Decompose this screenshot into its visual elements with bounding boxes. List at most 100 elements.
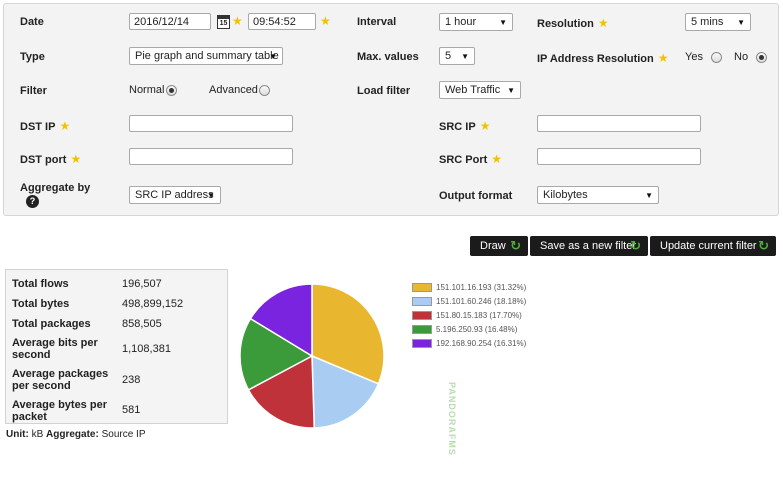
output-format-select[interactable]: Kilobytes ▼ bbox=[537, 186, 659, 204]
interval-label: Interval bbox=[357, 16, 397, 28]
filter-normal-label: Normal bbox=[129, 84, 165, 96]
chevron-down-icon: ▼ bbox=[737, 18, 745, 27]
legend-swatch bbox=[412, 311, 432, 320]
resolution-value: 5 mins bbox=[691, 16, 724, 28]
chevron-down-icon: ▼ bbox=[269, 52, 277, 61]
calendar-icon[interactable]: 15 bbox=[217, 15, 230, 29]
time-input[interactable]: 09:54:52 bbox=[248, 13, 316, 30]
summary-key: Total bytes bbox=[12, 298, 70, 310]
max-values-label: Max. values bbox=[357, 51, 419, 63]
legend-text: 151.80.15.183 (17.70%) bbox=[436, 311, 522, 320]
star-icon: ★ bbox=[479, 119, 491, 133]
dst-ip-input[interactable] bbox=[129, 115, 293, 132]
unit-value: kB bbox=[31, 429, 44, 440]
load-filter-value: Web Traffic bbox=[445, 84, 501, 96]
summary-key: Average bits per second bbox=[12, 337, 98, 361]
help-icon[interactable]: ? bbox=[26, 195, 39, 208]
date-input[interactable]: 2016/12/14 bbox=[129, 13, 211, 30]
resolution-select[interactable]: 5 mins ▼ bbox=[685, 13, 751, 31]
interval-value: 1 hour bbox=[445, 16, 477, 28]
summary-key: Total packages bbox=[12, 318, 91, 330]
ip-resolution-label: IP Address Resolution ★ bbox=[537, 51, 669, 65]
summary-value: 238 bbox=[122, 374, 141, 386]
type-value: Pie graph and summary table bbox=[135, 50, 279, 62]
max-values-select[interactable]: 5 ▼ bbox=[439, 47, 475, 65]
resolution-label-text: Resolution bbox=[537, 18, 594, 30]
type-select[interactable]: Pie graph and summary table ▼ bbox=[129, 47, 283, 65]
chevron-down-icon: ▼ bbox=[499, 18, 507, 27]
legend-text: 151.101.60.246 (18.18%) bbox=[436, 297, 527, 306]
ip-resolution-label-text: IP Address Resolution bbox=[537, 53, 654, 65]
summary-value: 858,505 bbox=[122, 318, 162, 330]
dst-port-label: DST port ★ bbox=[20, 152, 81, 166]
ip-resolution-no-label: No bbox=[734, 51, 749, 63]
star-icon: ★ bbox=[232, 14, 243, 28]
output-format-label: Output format bbox=[439, 190, 513, 202]
summary-value: 1,108,381 bbox=[122, 343, 171, 355]
aggregate-label: Aggregate by bbox=[20, 182, 91, 194]
summary-table: Total flows 196,507 Total bytes 498,899,… bbox=[5, 269, 228, 424]
pie-slice-5 bbox=[249, 283, 313, 358]
update-filter-button-label: Update current filter bbox=[660, 240, 757, 252]
save-filter-button[interactable]: Save as a new filter ↻ bbox=[530, 236, 648, 256]
legend-text: 192.168.90.254 (16.31%) bbox=[436, 339, 527, 348]
footer-info: Unit: kB Aggregate: Source IP bbox=[6, 429, 146, 440]
star-icon: ★ bbox=[597, 16, 609, 30]
save-filter-button-label: Save as a new filter bbox=[540, 240, 636, 252]
star-icon: ★ bbox=[320, 14, 331, 28]
pie-chart bbox=[239, 283, 385, 429]
legend-swatch bbox=[412, 297, 432, 306]
filter-advanced-label: Advanced bbox=[209, 84, 258, 96]
date-label: Date bbox=[20, 16, 44, 28]
filter-label: Filter bbox=[20, 85, 47, 97]
chevron-down-icon: ▼ bbox=[645, 191, 653, 200]
src-port-label: SRC Port ★ bbox=[439, 152, 502, 166]
star-icon: ★ bbox=[59, 119, 71, 133]
unit-label: Unit: bbox=[6, 429, 29, 440]
src-ip-input[interactable] bbox=[537, 115, 701, 132]
aggregate-footer-value: Source IP bbox=[101, 429, 146, 440]
summary-key: Average bytes per packet bbox=[12, 399, 107, 423]
refresh-icon: ↻ bbox=[758, 238, 769, 253]
pie-slice-3 bbox=[247, 354, 316, 429]
resolution-label: Resolution ★ bbox=[537, 16, 609, 30]
chevron-down-icon: ▼ bbox=[207, 191, 215, 200]
filter-normal-radio[interactable] bbox=[166, 85, 177, 96]
summary-value: 581 bbox=[122, 404, 141, 416]
pandorafms-watermark: PANDORAFMS bbox=[447, 382, 457, 456]
src-port-label-text: SRC Port bbox=[439, 154, 488, 166]
pie-slice-4 bbox=[239, 317, 314, 391]
draw-button[interactable]: Draw ↻ bbox=[470, 236, 528, 256]
type-label: Type bbox=[20, 51, 45, 63]
star-icon: ★ bbox=[657, 51, 669, 65]
ip-resolution-yes-label: Yes bbox=[685, 51, 703, 63]
summary-value: 196,507 bbox=[122, 278, 162, 290]
src-ip-label: SRC IP ★ bbox=[439, 119, 490, 133]
aggregate-footer-label: Aggregate: bbox=[46, 429, 99, 440]
refresh-icon: ↻ bbox=[630, 238, 641, 253]
draw-button-label: Draw bbox=[480, 240, 506, 252]
filter-advanced-radio[interactable] bbox=[259, 85, 270, 96]
legend-swatch bbox=[412, 283, 432, 292]
pie-slice-2 bbox=[311, 354, 380, 429]
aggregate-select[interactable]: SRC IP address ▼ bbox=[129, 186, 221, 204]
ip-resolution-no-radio[interactable] bbox=[756, 52, 767, 63]
star-icon: ★ bbox=[70, 152, 82, 166]
refresh-icon: ↻ bbox=[510, 238, 521, 253]
summary-key: Total flows bbox=[12, 278, 69, 290]
load-filter-select[interactable]: Web Traffic ▼ bbox=[439, 81, 521, 99]
update-filter-button[interactable]: Update current filter ↻ bbox=[650, 236, 776, 256]
src-ip-label-text: SRC IP bbox=[439, 121, 476, 133]
interval-select[interactable]: 1 hour ▼ bbox=[439, 13, 513, 31]
chevron-down-icon: ▼ bbox=[507, 86, 515, 95]
star-icon: ★ bbox=[491, 152, 503, 166]
chevron-down-icon: ▼ bbox=[461, 52, 469, 61]
src-port-input[interactable] bbox=[537, 148, 701, 165]
summary-value: 498,899,152 bbox=[122, 298, 184, 310]
aggregate-value: SRC IP address bbox=[135, 189, 214, 201]
pie-slice-1 bbox=[311, 283, 385, 385]
dst-port-input[interactable] bbox=[129, 148, 293, 165]
filter-form-panel bbox=[3, 3, 779, 216]
ip-resolution-yes-radio[interactable] bbox=[711, 52, 722, 63]
dst-ip-label-text: DST IP bbox=[20, 121, 56, 133]
